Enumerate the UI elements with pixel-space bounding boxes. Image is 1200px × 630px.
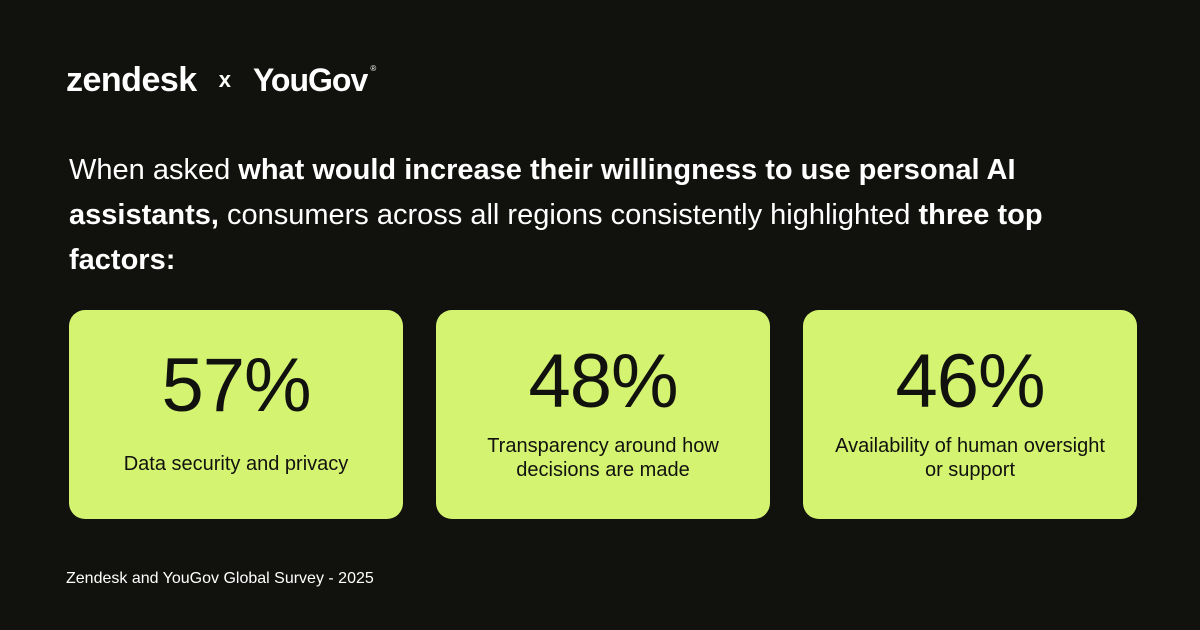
stat-value: 57% [161,343,311,428]
stat-card-human-oversight: 46% Availability of human oversight or s… [803,310,1137,519]
stat-value: 48% [528,339,678,424]
logo-separator: x [218,67,231,92]
zendesk-logo: zendesk [66,60,197,99]
headline-part-2: what would increase their willingness to… [69,154,1016,231]
headline-part-3: consumers across all regions consistentl… [218,199,919,231]
headline-part-4: three top factors: [69,199,1043,276]
headline-part-1: When asked [69,154,239,186]
yougov-logo: YouGov ® [252,61,376,99]
stat-card-data-security: 57% Data security and privacy [69,310,403,519]
source-footnote: Zendesk and YouGov Global Survey - 2025 [66,570,374,587]
logo-lockup: zendesk x YouGov ® [66,58,376,102]
stat-card-transparency: 48% Transparency around how decisions ar… [436,310,770,519]
headline: When asked what would increase their wil… [69,148,1069,283]
stat-cards: 57% Data security and privacy 48% Transp… [69,310,1137,519]
registered-mark: ® [370,63,376,73]
stat-label: Availability of human oversight or suppo… [835,435,1105,481]
stat-label: Data security and privacy [123,453,349,475]
stat-value: 46% [895,339,1045,424]
yougov-logo-text: YouGov [252,61,368,98]
stat-label: Transparency around how decisions are ma… [487,435,719,481]
